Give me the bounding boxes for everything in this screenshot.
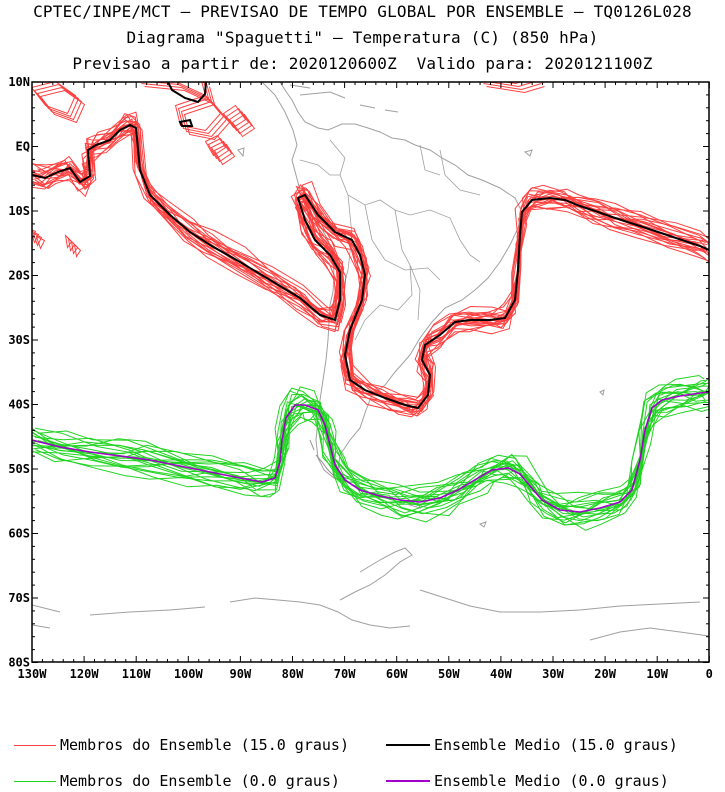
lon-label: 10W [646,667,668,681]
lat-label: 50S [8,462,30,476]
title-line-2: Diagrama "Spaguetti" – Temperatura (C) (… [126,28,599,47]
ensemble-member-15-blob [213,143,236,166]
ensemble-member-15-blob [207,137,230,160]
lon-label: 60W [386,667,408,681]
lat-label: 40S [8,398,30,412]
legend-swatch-green [14,780,56,782]
axis-ticks [31,81,710,663]
ensemble-member-15-blob [141,83,213,103]
legend-item-mean-15: Ensemble Medio (15.0 graus) [386,736,678,754]
ensemble-member-15-blob [231,113,256,138]
ensemble-member-15-blob [175,82,207,97]
lon-label: 50W [438,667,460,681]
latitude-axis: 10N EQ 10S 20S 30S 40S 50S 60S 70S 80S [8,75,30,670]
lon-label: 20W [594,667,616,681]
ensemble-member-15-blob [33,83,80,118]
ensemble-member-15-blob [486,86,545,94]
lat-label: EQ [16,140,30,154]
ensemble-member-15-blob [502,82,523,85]
lat-label: 60S [8,527,30,541]
legend-swatch-black [386,744,430,746]
lon-label: 80W [282,667,304,681]
ensemble-member-15-blob [228,110,253,135]
title-line-1: CPTEC/INPE/MCT – PREVISAO DE TEMPO GLOBA… [33,2,692,21]
lon-label: 90W [230,667,252,681]
ensemble-member-15-blob [144,86,216,106]
ensemble-member-15-blob [222,104,247,129]
legend-item-members-0: Membros do Ensemble (0.0 graus) [14,772,340,790]
legend-label-mean-15: Ensemble Medio (15.0 graus) [434,736,678,754]
lon-label: 100W [174,667,204,681]
legend-swatch-purple [386,780,430,782]
ensemble-member-15-blob [204,134,227,157]
lat-label: 20S [8,269,30,283]
legend-label-mean-0: Ensemble Medio (0.0 graus) [434,772,669,790]
longitude-axis: 130W 120W 110W 100W 90W 80W 70W 60W 50W 40W 30W 20W… [18,667,713,681]
legend-label-members-0: Membros do Ensemble (0.0 graus) [60,772,340,790]
legend-swatch-red [14,744,56,746]
ensemble-member-0-line [32,390,709,519]
lon-label: 40W [490,667,512,681]
ensemble-mean-15-loop-north [167,82,207,127]
caribbean-islands [289,84,399,113]
ensemble-member-15-line [32,112,706,412]
title-line-3: Previsao a partir de: 2020120600Z Valido… [72,54,653,73]
lon-label: 0 [706,667,713,681]
legend-item-members-15: Membros do Ensemble (15.0 graus) [14,736,349,754]
ensemble-member-15-blob [32,229,37,240]
lat-label: 80S [8,656,30,670]
legend-item-mean-0: Ensemble Medio (0.0 graus) [386,772,669,790]
map-frame [31,81,710,663]
ensemble-member-15-blob [183,103,231,141]
ensemble-mean-15-line [32,123,709,410]
ensemble-member-15-blob [73,243,82,258]
antarctica-coast [32,547,709,641]
country-borders [299,139,481,341]
lon-label: 110W [122,667,152,681]
ensemble-member-15-blob [180,100,228,138]
ensemble-member-15-blob [32,232,43,247]
lon-label: 70W [334,667,356,681]
ensemble-member-15-blob [483,83,542,91]
ensemble-member-0-line [32,379,706,505]
ensemble-member-15-blob [36,86,83,121]
lat-label: 10S [8,204,30,218]
ensemble-member-15-line [34,111,709,411]
lon-label: 120W [70,667,100,681]
ensemble-mean-0-line [32,391,709,513]
ensemble-member-0-line [34,391,709,521]
ensemble-member-15-blob [210,140,233,163]
legend-label-members-15: Membros do Ensemble (15.0 graus) [60,736,349,754]
ensemble-member-0-line [32,398,709,526]
lon-label: 30W [542,667,564,681]
lat-label: 10N [8,75,30,89]
lat-label: 30S [8,333,30,347]
ensemble-member-15-blob [225,107,250,132]
ensemble-member-15-blob [39,89,86,124]
lon-label: 130W [18,667,48,681]
ensemble-member-15-blob [35,235,46,250]
lat-label: 70S [8,591,30,605]
